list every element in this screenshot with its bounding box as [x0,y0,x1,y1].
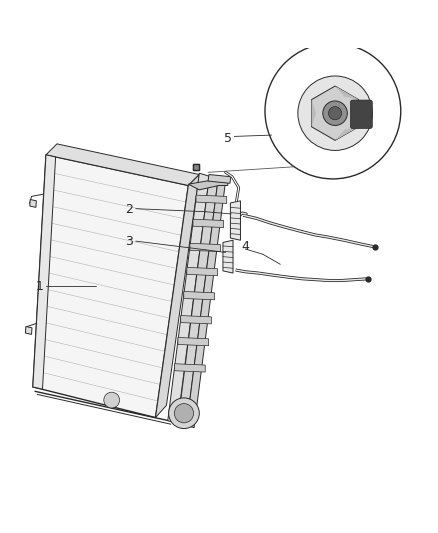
Polygon shape [175,364,205,372]
Polygon shape [335,86,359,100]
Text: 4: 4 [241,240,249,253]
Polygon shape [155,174,199,418]
Polygon shape [193,219,224,228]
Circle shape [174,403,194,423]
Polygon shape [33,155,56,389]
Polygon shape [311,86,359,140]
Polygon shape [188,179,228,190]
Polygon shape [187,179,226,427]
Polygon shape [30,199,36,207]
Polygon shape [208,174,231,183]
Circle shape [265,43,401,179]
Polygon shape [184,292,215,300]
Text: 5: 5 [224,132,232,145]
Circle shape [169,398,199,429]
Polygon shape [311,100,316,127]
Polygon shape [181,316,212,324]
Polygon shape [335,127,359,140]
Polygon shape [196,195,227,204]
Polygon shape [33,155,188,418]
Text: 3: 3 [125,235,133,248]
Text: 1: 1 [35,280,43,293]
Polygon shape [230,201,240,240]
Text: 2: 2 [125,203,133,216]
Polygon shape [187,268,218,276]
Polygon shape [178,337,208,346]
FancyBboxPatch shape [350,100,372,128]
Circle shape [323,101,347,125]
Circle shape [104,392,120,408]
Polygon shape [223,240,233,273]
Polygon shape [25,327,32,334]
Polygon shape [46,144,199,185]
Circle shape [298,76,372,150]
Polygon shape [190,243,221,252]
Circle shape [328,107,342,120]
Polygon shape [168,173,209,423]
Polygon shape [178,176,218,425]
